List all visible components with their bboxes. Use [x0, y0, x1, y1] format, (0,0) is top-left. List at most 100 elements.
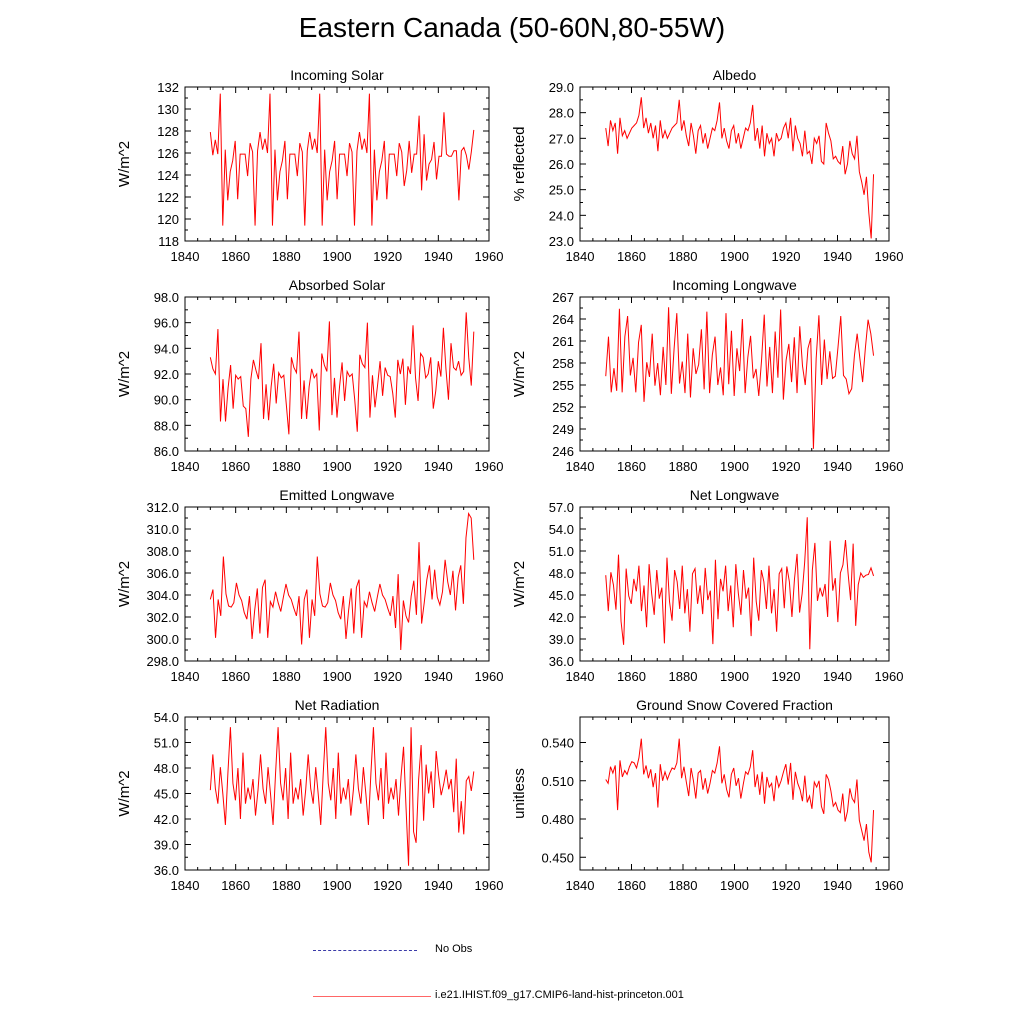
panel-6: Net Radiation W/m^2 1840 1860 1880 1900 1920 19… — [116, 697, 503, 893]
series-line-0 — [209, 512, 475, 651]
y-tick-label: 45.0 — [549, 588, 574, 603]
y-tick-label: 300.0 — [146, 632, 179, 647]
y-tick-label: 132 — [157, 80, 179, 95]
y-tick-label: 122 — [157, 190, 179, 205]
x-tick-label: 1860 — [221, 249, 250, 264]
x-tick-label: 1880 — [272, 249, 301, 264]
y-tick-label: 28.0 — [549, 106, 574, 121]
x-tick-label: 1920 — [772, 459, 801, 474]
x-tick-label: 1840 — [171, 669, 200, 684]
x-tick-label: 1960 — [875, 669, 904, 684]
y-tick-label: 90.0 — [154, 393, 179, 408]
y-tick-label: 51.0 — [549, 544, 574, 559]
y-tick-label: 0.450 — [541, 850, 574, 865]
y-tick-label: 45.0 — [154, 787, 179, 802]
panel-title: Emitted Longwave — [279, 487, 394, 503]
y-tick-label: 126 — [157, 146, 179, 161]
y-axis-label: W/m^2 — [116, 561, 133, 607]
x-tick-label: 1840 — [171, 459, 200, 474]
panel-0: Incoming Solar W/m^2 1840 1860 1880 1900 1920 1… — [116, 67, 503, 264]
x-tick-label: 1940 — [823, 669, 852, 684]
x-tick-label: 1960 — [475, 459, 504, 474]
y-tick-label: 39.0 — [154, 838, 179, 853]
x-tick-label: 1900 — [323, 249, 352, 264]
x-tick-label: 1900 — [323, 459, 352, 474]
x-tick-label: 1940 — [424, 459, 453, 474]
x-tick-label: 1860 — [617, 459, 646, 474]
y-tick-label: 306.0 — [146, 566, 179, 581]
x-tick-label: 1840 — [566, 249, 595, 264]
x-tick-label: 1860 — [221, 878, 250, 893]
y-tick-label: 29.0 — [549, 80, 574, 95]
x-tick-label: 1940 — [424, 249, 453, 264]
y-tick-label: 264 — [552, 312, 574, 327]
y-tick-label: 0.510 — [541, 774, 574, 789]
x-tick-label: 1900 — [323, 669, 352, 684]
y-tick-label: 26.0 — [549, 157, 574, 172]
y-tick-label: 258 — [552, 356, 574, 371]
y-tick-label: 128 — [157, 124, 179, 139]
y-tick-label: 120 — [157, 212, 179, 227]
y-tick-label: 252 — [552, 400, 574, 415]
y-tick-label: 23.0 — [549, 234, 574, 249]
y-tick-label: 255 — [552, 378, 574, 393]
x-tick-label: 1940 — [424, 669, 453, 684]
y-tick-label: 92.0 — [154, 367, 179, 382]
panel-4: Emitted Longwave W/m^2 1840 1860 1880 1900 192… — [116, 487, 503, 684]
x-tick-label: 1940 — [424, 878, 453, 893]
y-tick-label: 130 — [157, 102, 179, 117]
panel-title: Net Longwave — [690, 487, 780, 503]
y-tick-label: 42.0 — [549, 610, 574, 625]
y-tick-label: 0.480 — [541, 812, 574, 827]
y-tick-label: 39.0 — [549, 632, 574, 647]
y-tick-label: 118 — [158, 234, 179, 249]
y-axis-label: % reflected — [511, 126, 528, 201]
x-tick-label: 1860 — [221, 669, 250, 684]
y-axis-label: unitless — [511, 768, 528, 819]
y-axis-label: W/m^2 — [116, 770, 133, 816]
y-axis-label: W/m^2 — [116, 141, 133, 187]
x-tick-label: 1840 — [566, 459, 595, 474]
x-tick-label: 1960 — [475, 249, 504, 264]
y-tick-label: 86.0 — [154, 444, 179, 459]
plot-frame — [579, 296, 890, 452]
y-tick-label: 249 — [552, 422, 574, 437]
series-line-0 — [605, 738, 875, 863]
x-tick-label: 1920 — [772, 878, 801, 893]
y-tick-label: 124 — [157, 168, 179, 183]
panel-title: Ground Snow Covered Fraction — [636, 697, 833, 713]
y-tick-label: 36.0 — [549, 654, 574, 669]
panel-title: Incoming Solar — [290, 67, 384, 83]
y-tick-label: 42.0 — [154, 812, 179, 827]
plot-frame — [184, 296, 490, 452]
y-tick-label: 24.0 — [549, 208, 574, 223]
x-tick-label: 1960 — [875, 878, 904, 893]
x-tick-label: 1880 — [669, 249, 698, 264]
x-tick-label: 1920 — [772, 669, 801, 684]
x-tick-label: 1960 — [475, 669, 504, 684]
y-tick-label: 308.0 — [146, 544, 179, 559]
series-line-0 — [209, 727, 475, 866]
y-axis-label: W/m^2 — [511, 351, 528, 397]
plot-frame — [579, 86, 890, 242]
x-tick-label: 1880 — [272, 669, 301, 684]
x-tick-label: 1840 — [566, 669, 595, 684]
x-tick-label: 1900 — [323, 878, 352, 893]
panel-title: Net Radiation — [295, 697, 380, 713]
y-tick-label: 48.0 — [154, 761, 179, 776]
series-line-0 — [605, 517, 875, 650]
x-tick-label: 1880 — [669, 459, 698, 474]
x-tick-label: 1900 — [720, 249, 749, 264]
y-tick-label: 27.0 — [549, 131, 574, 146]
y-tick-label: 304.0 — [146, 588, 179, 603]
series-line-0 — [209, 312, 475, 437]
figure-title: Eastern Canada (50-60N,80-55W) — [298, 12, 726, 43]
y-tick-label: 48.0 — [549, 566, 574, 581]
x-tick-label: 1940 — [823, 459, 852, 474]
x-tick-label: 1900 — [720, 878, 749, 893]
y-tick-label: 51.0 — [154, 736, 179, 751]
x-tick-label: 1860 — [617, 878, 646, 893]
series-line-0 — [209, 93, 475, 226]
y-tick-label: 88.0 — [154, 418, 179, 433]
x-tick-label: 1960 — [475, 878, 504, 893]
